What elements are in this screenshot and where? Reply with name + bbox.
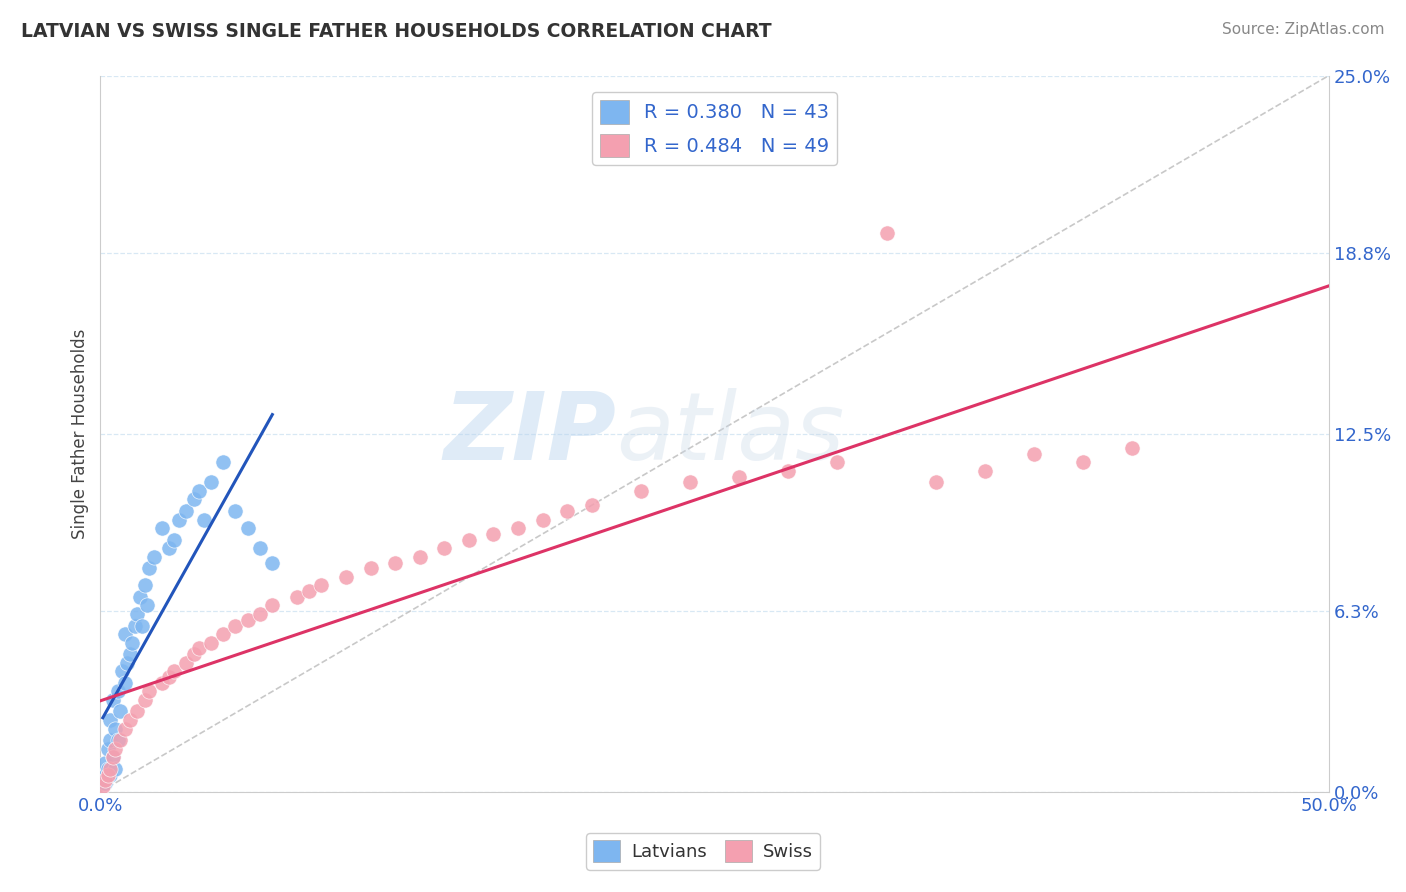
Point — [630, 483, 652, 498]
Point — [224, 504, 246, 518]
Point — [236, 521, 259, 535]
Point — [101, 750, 124, 764]
Legend: R = 0.380   N = 43, R = 0.484   N = 49: R = 0.380 N = 43, R = 0.484 N = 49 — [592, 93, 838, 165]
Point — [127, 607, 149, 621]
Point — [114, 627, 136, 641]
Point — [876, 226, 898, 240]
Point — [136, 599, 159, 613]
Point — [143, 549, 166, 564]
Point — [124, 618, 146, 632]
Point — [187, 483, 209, 498]
Point — [121, 636, 143, 650]
Point — [114, 676, 136, 690]
Point — [117, 656, 139, 670]
Point — [193, 512, 215, 526]
Point — [482, 527, 505, 541]
Point — [506, 521, 529, 535]
Text: ZIP: ZIP — [443, 388, 616, 480]
Point — [118, 647, 141, 661]
Point — [262, 599, 284, 613]
Point — [581, 498, 603, 512]
Point — [1121, 441, 1143, 455]
Point — [176, 504, 198, 518]
Point — [249, 541, 271, 556]
Point — [212, 627, 235, 641]
Point — [157, 670, 180, 684]
Point — [98, 713, 121, 727]
Point — [200, 636, 222, 650]
Point — [104, 762, 127, 776]
Point — [114, 722, 136, 736]
Point — [262, 556, 284, 570]
Point — [127, 705, 149, 719]
Point — [224, 618, 246, 632]
Point — [131, 618, 153, 632]
Point — [200, 475, 222, 490]
Point — [150, 676, 173, 690]
Point — [128, 590, 150, 604]
Point — [183, 647, 205, 661]
Point — [925, 475, 948, 490]
Point — [94, 756, 117, 770]
Point — [118, 713, 141, 727]
Point — [91, 770, 114, 784]
Point — [107, 684, 129, 698]
Point — [163, 665, 186, 679]
Point — [97, 741, 120, 756]
Point — [827, 455, 849, 469]
Point — [360, 561, 382, 575]
Text: LATVIAN VS SWISS SINGLE FATHER HOUSEHOLDS CORRELATION CHART: LATVIAN VS SWISS SINGLE FATHER HOUSEHOLD… — [21, 22, 772, 41]
Point — [101, 750, 124, 764]
Point — [98, 767, 121, 781]
Point — [531, 512, 554, 526]
Point — [94, 773, 117, 788]
Point — [384, 556, 406, 570]
Point — [187, 641, 209, 656]
Y-axis label: Single Father Households: Single Father Households — [72, 328, 89, 539]
Point — [167, 512, 190, 526]
Point — [1022, 447, 1045, 461]
Text: atlas: atlas — [616, 388, 845, 479]
Point — [97, 767, 120, 781]
Point — [778, 464, 800, 478]
Point — [111, 665, 134, 679]
Point — [433, 541, 456, 556]
Point — [150, 521, 173, 535]
Point — [107, 733, 129, 747]
Point — [298, 584, 321, 599]
Point — [176, 656, 198, 670]
Point — [91, 779, 114, 793]
Point — [101, 693, 124, 707]
Point — [1071, 455, 1094, 469]
Point — [98, 733, 121, 747]
Point — [555, 504, 578, 518]
Point — [236, 613, 259, 627]
Point — [249, 607, 271, 621]
Point — [108, 705, 131, 719]
Point — [97, 762, 120, 776]
Point — [458, 533, 481, 547]
Point — [108, 733, 131, 747]
Point — [409, 549, 432, 564]
Point — [157, 541, 180, 556]
Point — [183, 492, 205, 507]
Point — [98, 762, 121, 776]
Point — [973, 464, 995, 478]
Point — [728, 469, 751, 483]
Point — [212, 455, 235, 469]
Text: Source: ZipAtlas.com: Source: ZipAtlas.com — [1222, 22, 1385, 37]
Point — [311, 578, 333, 592]
Point — [104, 741, 127, 756]
Point — [285, 590, 308, 604]
Point — [679, 475, 702, 490]
Legend: Latvians, Swiss: Latvians, Swiss — [586, 833, 820, 870]
Point — [138, 684, 160, 698]
Point — [134, 693, 156, 707]
Point — [134, 578, 156, 592]
Point — [94, 776, 117, 790]
Point — [138, 561, 160, 575]
Point — [335, 570, 357, 584]
Point — [104, 722, 127, 736]
Point — [163, 533, 186, 547]
